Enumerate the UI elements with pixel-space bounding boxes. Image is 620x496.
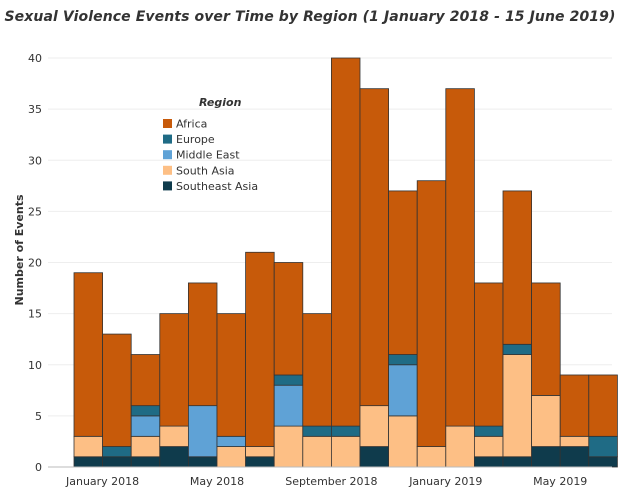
bar-segment-southeast-asia-2 bbox=[130, 456, 161, 468]
bar-segment-europe-1 bbox=[102, 446, 132, 458]
bar-segment-africa-11 bbox=[388, 190, 418, 355]
bar-segment-africa-6 bbox=[245, 251, 275, 447]
x-tick-label-5: May 2018 bbox=[190, 475, 244, 488]
bar-segment-africa-17 bbox=[559, 374, 590, 437]
bar-segment-africa-5 bbox=[216, 313, 247, 437]
bar-segment-europe-15 bbox=[502, 343, 533, 355]
y-tick-label-30: 30 bbox=[28, 154, 42, 167]
bar-segment-africa-4 bbox=[187, 282, 218, 407]
bar-segment-europe-9 bbox=[330, 425, 361, 437]
bar-segment-middle-east-11 bbox=[388, 364, 418, 417]
y-axis-label: Number of Events bbox=[13, 194, 26, 305]
bar-segment-south-asia-14 bbox=[473, 435, 504, 458]
bar-segment-africa-13 bbox=[445, 88, 475, 427]
bar-segment-southeast-asia-18 bbox=[588, 456, 618, 468]
bar-segment-southeast-asia-4 bbox=[187, 456, 218, 468]
legend-swatch-europe bbox=[163, 134, 172, 144]
x-tick-label-9: September 2018 bbox=[285, 475, 377, 488]
bar-segment-africa-7 bbox=[273, 262, 304, 376]
bar-segment-southeast-asia-17 bbox=[559, 446, 590, 468]
bar-segment-southeast-asia-10 bbox=[359, 446, 390, 468]
bar-segment-south-asia-3 bbox=[159, 425, 189, 447]
y-tick-label-40: 40 bbox=[28, 52, 42, 65]
bar-segment-middle-east-4 bbox=[187, 405, 218, 458]
bar-segment-europe-2 bbox=[130, 405, 161, 417]
bar-segment-middle-east-7 bbox=[273, 384, 304, 427]
bar-segment-africa-8 bbox=[302, 313, 332, 427]
bar-segment-south-asia-6 bbox=[245, 446, 275, 458]
bar-segment-europe-8 bbox=[302, 425, 332, 437]
bar-segment-africa-12 bbox=[416, 180, 447, 447]
y-tick-label-10: 10 bbox=[28, 359, 42, 372]
bar-segment-africa-10 bbox=[359, 88, 390, 407]
bar-segment-southeast-asia-3 bbox=[159, 446, 189, 468]
x-tick-label-13: January 2019 bbox=[408, 475, 482, 488]
y-tick-label-25: 25 bbox=[28, 205, 42, 218]
bar-segment-south-asia-9 bbox=[330, 435, 361, 468]
legend-label-middle-east: Middle East bbox=[176, 149, 240, 162]
bar-segment-middle-east-5 bbox=[216, 435, 247, 447]
bar-segment-south-asia-8 bbox=[302, 435, 332, 468]
bar-segment-south-asia-0 bbox=[73, 435, 104, 458]
y-tick-label-15: 15 bbox=[28, 308, 42, 321]
bar-segment-south-asia-2 bbox=[130, 435, 161, 458]
legend-label-southeast-asia: Southeast Asia bbox=[176, 180, 258, 193]
bar-segment-africa-3 bbox=[159, 313, 189, 427]
bar-segment-south-asia-15 bbox=[502, 354, 533, 458]
x-tick-label-17: May 2019 bbox=[533, 475, 587, 488]
bar-segment-europe-18 bbox=[588, 435, 618, 458]
bar-segment-africa-1 bbox=[102, 333, 132, 447]
legend-label-europe: Europe bbox=[176, 133, 215, 146]
bar-segment-middle-east-2 bbox=[130, 415, 161, 437]
bar-segment-africa-14 bbox=[473, 282, 504, 427]
bar-segment-south-asia-7 bbox=[273, 425, 304, 468]
bar-segment-south-asia-12 bbox=[416, 446, 447, 468]
y-tick-label-20: 20 bbox=[28, 257, 42, 270]
bar-segment-southeast-asia-1 bbox=[102, 456, 132, 468]
bar-segment-europe-11 bbox=[388, 354, 418, 366]
bar-segment-africa-2 bbox=[130, 354, 161, 407]
y-tick-label-5: 5 bbox=[35, 410, 42, 423]
bar-segment-africa-0 bbox=[73, 272, 104, 437]
bar-segment-europe-7 bbox=[273, 374, 304, 386]
bar-segment-africa-9 bbox=[330, 57, 361, 427]
legend-swatch-southeast-asia bbox=[163, 181, 172, 191]
bar-segment-southeast-asia-14 bbox=[473, 456, 504, 468]
legend-title: Region bbox=[199, 96, 242, 109]
bar-segment-southeast-asia-0 bbox=[73, 456, 104, 468]
bar-segment-europe-14 bbox=[473, 425, 504, 437]
bar-segment-south-asia-13 bbox=[445, 425, 475, 468]
bar-segment-south-asia-5 bbox=[216, 446, 247, 468]
chart-title: Sexual Violence Events over Time by Regi… bbox=[4, 9, 616, 25]
legend-swatch-africa bbox=[163, 119, 172, 128]
bar-segment-southeast-asia-16 bbox=[531, 446, 561, 468]
bar-segment-south-asia-16 bbox=[531, 395, 561, 447]
bar-segment-africa-18 bbox=[588, 374, 618, 437]
bar-segment-south-asia-10 bbox=[359, 405, 390, 447]
legend-label-south-asia: South Asia bbox=[176, 164, 235, 177]
bar-segment-southeast-asia-15 bbox=[502, 456, 533, 468]
bar-segment-south-asia-11 bbox=[388, 415, 418, 468]
legend-label-africa: Africa bbox=[176, 118, 207, 131]
legend-swatch-south-asia bbox=[163, 165, 172, 175]
legend-swatch-middle-east bbox=[163, 150, 172, 160]
bar-segment-south-asia-17 bbox=[559, 435, 590, 447]
y-tick-label-35: 35 bbox=[28, 103, 42, 116]
y-tick-label-0: 0 bbox=[35, 461, 42, 474]
bar-segment-africa-16 bbox=[531, 282, 561, 396]
x-tick-label-1: January 2018 bbox=[65, 475, 139, 488]
bar-segment-southeast-asia-6 bbox=[245, 456, 275, 468]
bar-segment-africa-15 bbox=[502, 190, 533, 345]
